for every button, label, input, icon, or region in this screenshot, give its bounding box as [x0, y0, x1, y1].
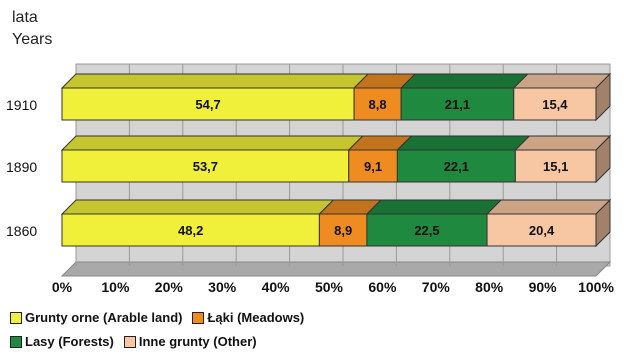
bar-top-face: [365, 199, 503, 215]
bar-segment: [400, 87, 515, 121]
bar-segment: [318, 213, 368, 247]
legend-label-meadows: Łąki (Meadows): [207, 310, 305, 325]
x-tick-label: 70%: [422, 279, 451, 295]
x-tick-label: 10%: [101, 279, 130, 295]
bar-segment: [61, 87, 355, 121]
bar-data-label: 15,4: [542, 97, 568, 112]
legend-row-2: Lasy (Forests) Inne grunty (Other): [10, 334, 267, 349]
bar-data-label: 22,5: [414, 223, 439, 238]
plot-area: 54,7 8,8 21,1 15,4 1910 53,7 9,1 22,1 15,1 1890 48…: [6, 63, 614, 295]
bar-segment: [396, 149, 516, 183]
bar-data-label: 15,1: [543, 159, 568, 174]
bar-top-face: [514, 135, 612, 151]
bar-data-label: 8,8: [369, 97, 387, 112]
y-axis-title-pl: lata: [12, 9, 38, 26]
bar-data-label: 22,1: [444, 159, 469, 174]
x-tick-label: 80%: [475, 279, 504, 295]
x-tick-label: 20%: [155, 279, 184, 295]
bar-data-label: 53,7: [193, 159, 218, 174]
legend-swatch-meadows: [192, 311, 205, 324]
x-tick-label: 30%: [208, 279, 237, 295]
x-tick-label: 40%: [262, 279, 291, 295]
x-tick-label: 100%: [578, 279, 614, 295]
x-tick-label: 90%: [529, 279, 558, 295]
bar-data-label: 21,1: [445, 97, 470, 112]
bar-data-label: 9,1: [364, 159, 382, 174]
bar-top-face: [399, 73, 529, 89]
bar-side-face: [595, 134, 611, 184]
floor: [60, 261, 612, 277]
x-tick-label: 60%: [368, 279, 397, 295]
bar-data-label: 8,9: [334, 223, 352, 238]
bar-top-face: [60, 135, 364, 151]
bar-top-face: [485, 199, 612, 215]
legend-label-arable: Grunty orne (Arable land): [25, 310, 183, 325]
bar-segment: [514, 149, 597, 183]
legend-swatch-arable: [10, 311, 22, 324]
bar-segment: [353, 87, 402, 121]
bar-top-face: [60, 199, 335, 215]
bar-segment: [366, 213, 488, 247]
bar-side-face: [595, 198, 611, 248]
category-label: 1910: [6, 97, 37, 113]
bar-side-face: [595, 72, 611, 122]
x-tick-label: 0%: [52, 279, 73, 295]
legend-label-other: Inne grunty (Other): [138, 334, 257, 349]
legend-item-forests: Lasy (Forests): [10, 334, 114, 349]
legend-item-arable: Grunty orne (Arable land): [10, 310, 182, 325]
bar-segment: [348, 149, 398, 183]
x-tick-label: 50%: [315, 279, 344, 295]
bar-segment: [61, 213, 320, 247]
legend-swatch-other: [123, 335, 136, 348]
bar-segment: [486, 213, 597, 247]
bar-top-face: [396, 135, 531, 151]
legend-label-forests: Lasy (Forests): [25, 334, 114, 349]
bar-top-face: [60, 73, 370, 89]
bar-data-label: 54,7: [195, 97, 220, 112]
bar-data-label: 48,2: [178, 223, 203, 238]
legend-swatch-forests: [10, 335, 22, 348]
category-label: 1860: [6, 223, 37, 239]
legend-item-meadows: Łąki (Meadows): [192, 310, 304, 325]
bar-data-label: 20,4: [529, 223, 555, 238]
legend-item-other: Inne grunty (Other): [123, 334, 257, 349]
bar-top-face: [512, 73, 612, 89]
legend-row-1: Grunty orne (Arable land) Łąki (Meadows): [10, 310, 314, 325]
y-axis-title-en: Years: [12, 31, 53, 48]
bar-segment: [61, 149, 350, 183]
category-label: 1890: [6, 159, 37, 175]
bar-segment: [513, 87, 597, 121]
